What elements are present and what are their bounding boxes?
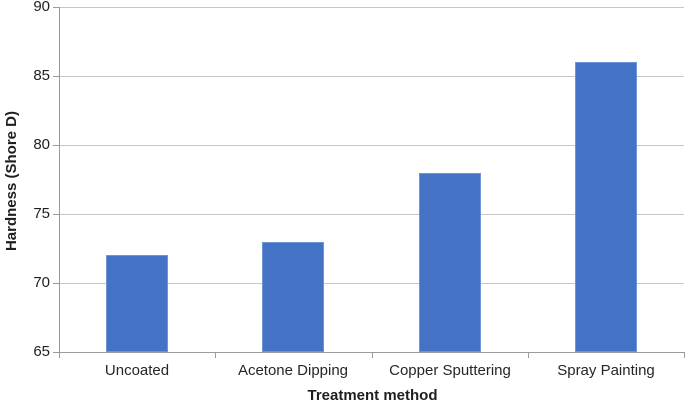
x-tick-mark: [215, 352, 216, 358]
y-tick-label: 85: [33, 67, 50, 84]
gridline: [59, 214, 684, 215]
y-tick-label: 80: [33, 136, 50, 153]
x-category-label: Spray Painting: [557, 362, 655, 379]
y-tick-mark: [53, 352, 59, 353]
y-tick-mark: [53, 7, 59, 8]
bar-acetone-dipping: [262, 242, 324, 352]
y-tick-mark: [53, 214, 59, 215]
y-tick-mark: [53, 145, 59, 146]
x-category-label: Uncoated: [104, 362, 170, 379]
x-tick-mark: [59, 352, 60, 358]
x-category-label: Copper Sputtering: [389, 362, 511, 379]
y-tick-mark: [53, 76, 59, 77]
x-tick-mark: [372, 352, 373, 358]
y-axis-line: [59, 7, 60, 353]
y-tick-label: 90: [33, 0, 50, 15]
bar-spray-painting: [575, 62, 637, 352]
y-axis-title: Hardness (Shore D): [3, 110, 20, 252]
x-axis-title: Treatment method: [307, 387, 438, 404]
y-tick-label: 70: [33, 274, 50, 291]
y-tick-mark: [53, 283, 59, 284]
gridline: [59, 145, 684, 146]
bar-uncoated: [106, 255, 168, 352]
y-tick-label: 75: [33, 205, 50, 222]
gridline: [59, 76, 684, 77]
gridline: [59, 283, 684, 284]
x-category-label: Acetone Dipping: [237, 362, 349, 379]
x-tick-mark: [528, 352, 529, 358]
bar-copper-sputtering: [419, 173, 481, 352]
gridline: [59, 7, 684, 8]
y-tick-label: 65: [33, 343, 50, 360]
